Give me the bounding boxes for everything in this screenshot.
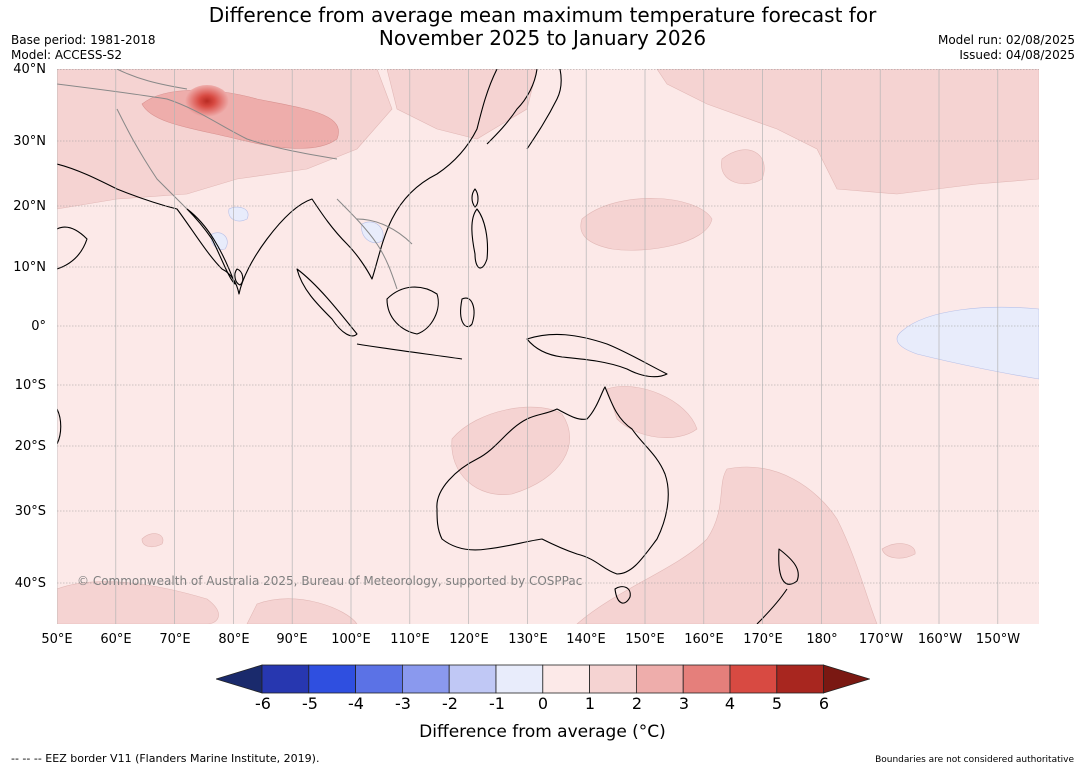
lon-label: 80°E — [218, 632, 250, 647]
lat-label: 40°S — [14, 576, 46, 591]
lat-label: 30°N — [13, 134, 46, 149]
colorbar-cell — [542, 664, 590, 694]
colorbar-label: Difference from average (°C) — [419, 722, 666, 742]
lon-label: 90°E — [276, 632, 308, 647]
title-line-1: Difference from average mean maximum tem… — [208, 3, 877, 27]
lon-label: 50°E — [41, 632, 73, 647]
colorbar-tick: 6 — [818, 694, 830, 713]
colorbar-tick: 5 — [771, 694, 783, 713]
lon-label: 70°E — [159, 632, 191, 647]
model-info: Base period: 1981-2018 Model: ACCESS-S2 — [11, 33, 156, 63]
colorbar-cell — [495, 664, 544, 694]
colorbar-cell — [355, 664, 403, 694]
colorbar-cell — [308, 664, 357, 694]
lon-label: 150°E — [625, 632, 665, 647]
run-info: Model run: 02/08/2025 Issued: 04/08/2025 — [938, 33, 1075, 63]
colorbar-tick: -6 — [255, 694, 271, 713]
colorbar-tick: 2 — [631, 694, 643, 713]
colorbar-cell — [448, 664, 497, 694]
lat-label: 40°N — [13, 62, 46, 77]
colorbar-cell — [729, 664, 778, 694]
title-line-2: November 2025 to January 2026 — [378, 26, 707, 50]
map-title: Difference from average mean maximum tem… — [0, 4, 1085, 50]
boundaries-disclaimer: Boundaries are not considered authoritat… — [875, 755, 1074, 765]
colorbar-tick: 0 — [537, 694, 549, 713]
colorbar-cell — [776, 664, 824, 694]
colorbar-cell — [682, 664, 731, 694]
issued-text: Issued: 04/08/2025 — [959, 48, 1075, 62]
lon-label: 120°E — [449, 632, 489, 647]
lat-label: 0° — [31, 319, 46, 334]
model-run-text: Model run: 02/08/2025 — [937, 33, 1075, 47]
colorbar-cell — [401, 664, 450, 694]
colorbar-cells — [216, 664, 870, 694]
lat-label: 10°N — [13, 260, 46, 275]
colorbar-cell — [823, 664, 870, 694]
anomaly-hotspot — [185, 85, 229, 117]
lat-label: 20°N — [13, 199, 46, 214]
forecast-map: © Commonwealth of Australia 2025, Bureau… — [57, 69, 1039, 624]
base-period-text: Base period: 1981-2018 — [11, 33, 156, 47]
lon-label: 170°W — [858, 632, 904, 647]
lon-label: 160°E — [684, 632, 724, 647]
lon-label: 160°W — [917, 632, 963, 647]
colorbar — [216, 664, 870, 694]
lon-label: 130°E — [508, 632, 548, 647]
colorbar-tick: -3 — [395, 694, 411, 713]
lon-label: 140°E — [566, 632, 606, 647]
lon-label: 100°E — [331, 632, 371, 647]
colorbar-tick: 4 — [724, 694, 736, 713]
colorbar-cell — [589, 664, 637, 694]
colorbar-tick: -5 — [302, 694, 318, 713]
colorbar-cell — [216, 664, 263, 694]
lat-label: 10°S — [14, 378, 46, 393]
lon-label: 110°E — [390, 632, 430, 647]
copyright-text: © Commonwealth of Australia 2025, Bureau… — [77, 574, 582, 588]
lat-label: 30°S — [14, 504, 46, 519]
colorbar-tick: 1 — [584, 694, 596, 713]
anomaly-1-to-2-regions — [57, 69, 1039, 624]
colorbar-tick: 3 — [678, 694, 690, 713]
lon-label: 180° — [806, 632, 838, 647]
colorbar-tick: -4 — [348, 694, 364, 713]
meridians — [57, 69, 999, 624]
model-text: Model: ACCESS-S2 — [11, 48, 123, 62]
coastlines — [57, 69, 799, 624]
colorbar-tick: -2 — [442, 694, 458, 713]
country-borders — [57, 69, 413, 290]
colorbar-cell — [635, 664, 684, 694]
lon-label: 150°W — [975, 632, 1021, 647]
colorbar-cell — [261, 664, 310, 694]
colorbar-tick: -1 — [489, 694, 505, 713]
lon-label: 170°E — [743, 632, 783, 647]
eez-legend-text: -- -- -- EEZ border V11 (Flanders Marine… — [11, 752, 320, 765]
lat-label: 20°S — [14, 439, 46, 454]
lon-label: 60°E — [100, 632, 132, 647]
